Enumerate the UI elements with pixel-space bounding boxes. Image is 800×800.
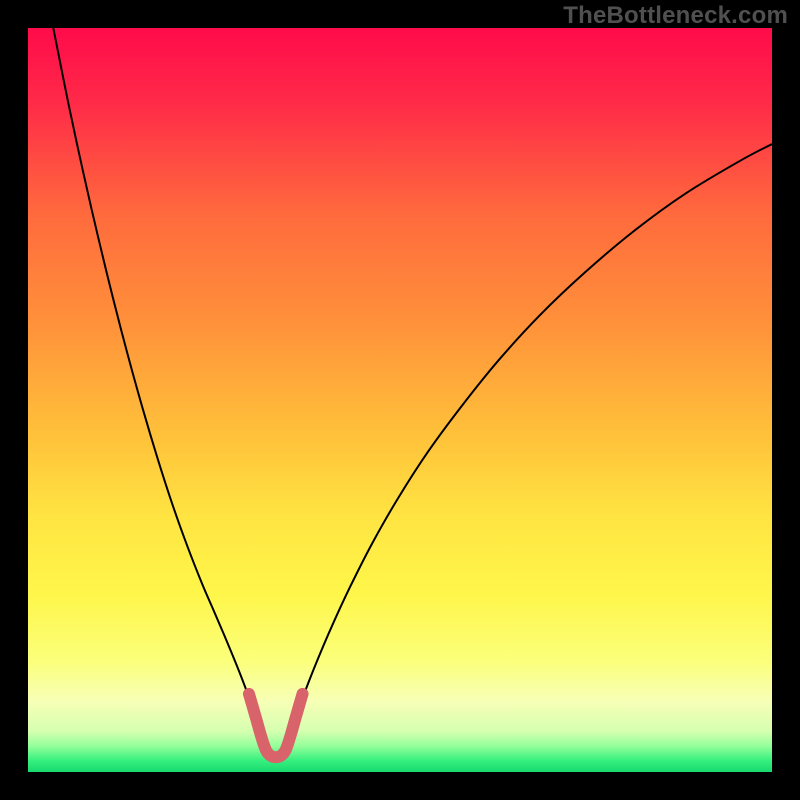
watermark-text: TheBottleneck.com [563,2,788,30]
chart-svg [28,28,772,772]
plot-area [28,28,772,772]
